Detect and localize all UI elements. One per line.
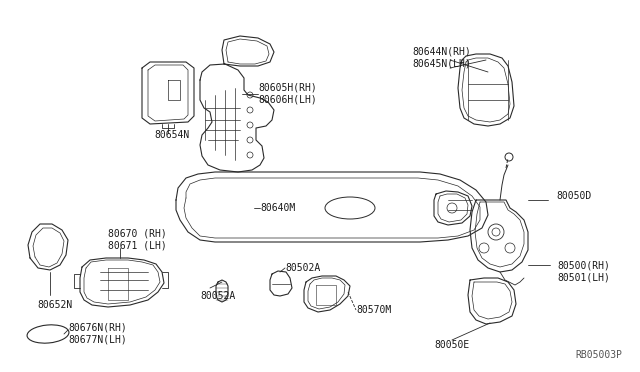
Text: 80670 (RH): 80670 (RH): [108, 229, 167, 239]
Text: 80654N: 80654N: [154, 130, 189, 140]
Text: 80052A: 80052A: [200, 291, 236, 301]
Text: 80050E: 80050E: [435, 340, 470, 350]
Text: 80645N(LH): 80645N(LH): [412, 59, 471, 69]
Text: 80677N(LH): 80677N(LH): [68, 335, 127, 345]
Text: 80606H(LH): 80606H(LH): [258, 95, 317, 105]
Text: RB05003P: RB05003P: [575, 350, 622, 360]
Text: 80501(LH): 80501(LH): [557, 272, 610, 282]
Text: 80570M: 80570M: [356, 305, 391, 315]
Text: 80500(RH): 80500(RH): [557, 260, 610, 270]
Text: 80676N(RH): 80676N(RH): [68, 323, 127, 333]
Text: 80644N(RH): 80644N(RH): [412, 47, 471, 57]
Text: 80502A: 80502A: [285, 263, 320, 273]
Text: 80605H(RH): 80605H(RH): [258, 83, 317, 93]
Text: 80050D: 80050D: [556, 191, 591, 201]
Text: 80640M: 80640M: [260, 203, 295, 213]
Text: 80652N: 80652N: [37, 300, 72, 310]
Text: 80671 (LH): 80671 (LH): [108, 241, 167, 251]
